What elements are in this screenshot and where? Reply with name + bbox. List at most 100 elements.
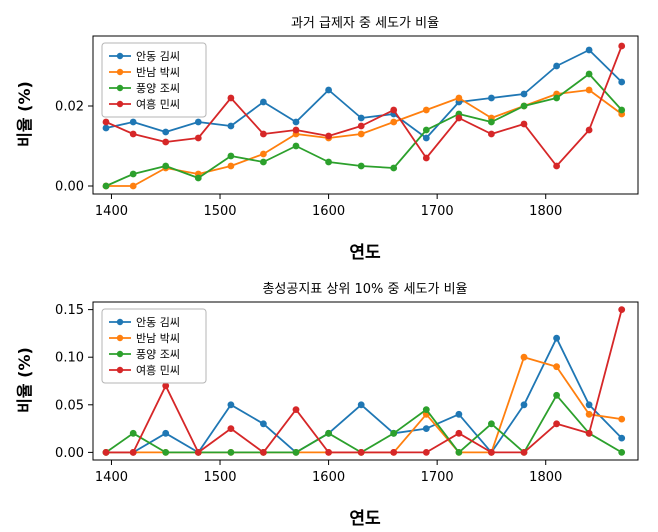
data-point <box>422 425 430 432</box>
data-point <box>260 420 267 428</box>
data-point <box>585 401 593 409</box>
data-point <box>260 449 267 456</box>
data-point <box>585 429 593 437</box>
data-point <box>488 130 495 138</box>
data-point <box>618 42 626 50</box>
x-tick-label: 1500 <box>203 470 236 485</box>
x-axis-label: 연도 <box>349 243 381 263</box>
data-point <box>422 126 430 134</box>
legend-label: 반남 박씨 <box>136 332 180 345</box>
data-point <box>357 162 365 170</box>
data-point <box>520 120 528 128</box>
legend-box <box>101 308 207 384</box>
data-point <box>422 134 430 142</box>
legend-marker <box>116 366 124 374</box>
data-point <box>292 449 300 456</box>
data-point <box>585 46 593 54</box>
data-point <box>390 118 398 126</box>
data-point <box>455 429 463 437</box>
data-point <box>553 420 560 428</box>
data-point <box>227 94 235 102</box>
data-point <box>422 154 430 162</box>
chart-title: 총성공지표 상위 10% 중 세도가 비율 <box>262 282 467 297</box>
data-point <box>390 106 398 114</box>
data-point <box>260 98 267 106</box>
data-point <box>292 406 300 413</box>
data-point <box>162 449 170 456</box>
data-point <box>488 118 495 126</box>
x-tick-label: 1700 <box>421 204 454 219</box>
data-point <box>422 449 430 456</box>
data-point <box>325 132 332 140</box>
data-point <box>357 130 365 138</box>
x-tick-label: 1500 <box>203 204 236 219</box>
data-point <box>455 114 463 122</box>
data-point <box>102 182 110 190</box>
legend-marker <box>116 318 124 326</box>
data-point <box>618 434 626 442</box>
y-tick-label: 0.05 <box>55 398 84 413</box>
data-point <box>488 449 495 456</box>
x-tick-label: 1400 <box>95 204 128 219</box>
y-tick-label: 0.00 <box>55 446 84 461</box>
y-tick-label: 0.00 <box>55 180 84 195</box>
data-point <box>390 429 398 437</box>
data-point <box>618 449 626 456</box>
data-point <box>618 415 626 423</box>
data-point <box>520 102 528 110</box>
data-point <box>520 401 528 409</box>
legend-marker <box>116 334 124 342</box>
data-point <box>325 86 332 94</box>
y-axis-label: 비율 (%) <box>15 81 34 147</box>
data-point <box>357 449 365 456</box>
data-point <box>520 353 528 361</box>
legend-box <box>101 42 207 118</box>
data-point <box>102 124 110 132</box>
data-point <box>357 401 365 409</box>
data-point <box>618 306 626 313</box>
data-point <box>292 118 300 126</box>
data-point <box>585 410 593 418</box>
data-point <box>162 128 170 136</box>
data-point <box>260 130 267 138</box>
data-point <box>585 126 593 134</box>
legend-marker <box>116 84 124 92</box>
legend-label: 안동 김씨 <box>136 316 180 329</box>
plot-border <box>92 301 639 461</box>
data-point <box>357 114 365 122</box>
data-point <box>553 363 560 371</box>
data-point <box>227 425 235 432</box>
legend-label: 여흥 민씨 <box>136 363 180 377</box>
x-tick-label: 1800 <box>529 204 562 219</box>
bottom-chart: 총성공지표 상위 10% 중 세도가 비율 비율 (%) 1400 1500 160… <box>15 282 639 529</box>
data-point <box>162 429 170 437</box>
data-point <box>129 429 137 437</box>
data-point <box>390 164 398 172</box>
data-point <box>390 449 398 456</box>
data-point <box>162 138 170 146</box>
y-axis-label: 비율 (%) <box>15 347 34 413</box>
plot-area: 1400 1500 1600 1700 1800 0.00 0.05 0.10 0.15 안동 김… <box>55 301 639 485</box>
data-point <box>227 162 235 170</box>
data-point <box>129 449 137 456</box>
data-point <box>227 401 235 409</box>
data-point <box>618 106 626 114</box>
chart-title: 과거 급제자 중 세도가 비율 <box>291 16 439 31</box>
data-point <box>553 94 560 102</box>
x-tick-label: 1400 <box>95 470 128 485</box>
data-point <box>618 78 626 86</box>
x-tick-label: 1700 <box>421 470 454 485</box>
legend-marker <box>116 52 124 60</box>
x-axis-label: 연도 <box>349 509 381 529</box>
x-tick-label: 1600 <box>312 470 345 485</box>
legend-label: 풍양 조씨 <box>136 82 180 95</box>
legend-label: 반남 박씨 <box>136 66 180 79</box>
data-point <box>488 94 495 102</box>
data-point <box>162 382 170 390</box>
data-point <box>129 130 137 138</box>
data-point <box>520 449 528 456</box>
data-point <box>520 90 528 98</box>
x-tick-label: 1800 <box>529 470 562 485</box>
